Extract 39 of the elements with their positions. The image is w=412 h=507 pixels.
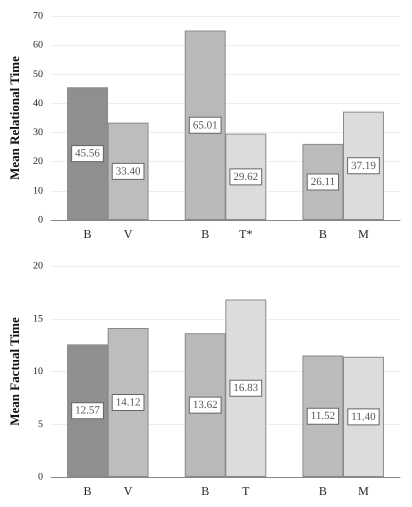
data-label: 16.83: [233, 382, 259, 394]
x-tick-label: M: [358, 484, 370, 498]
x-tick-label: B: [318, 227, 327, 241]
x-tick-label: B: [201, 227, 210, 241]
x-tick-label: B: [84, 484, 92, 498]
y-tick-label: 20: [33, 156, 43, 168]
data-label: 45.56: [75, 148, 100, 160]
data-label: 33.40: [116, 165, 141, 178]
x-tick-label: B: [201, 484, 210, 498]
x-tick-label: T*: [239, 227, 252, 241]
x-tick-label: T: [242, 484, 250, 498]
x-tick-label: V: [124, 227, 133, 241]
y-tick-label: 10: [33, 366, 43, 377]
y-tick-label: 50: [33, 68, 43, 80]
x-tick-label: B: [318, 484, 327, 498]
y-tick-label: 70: [33, 10, 43, 22]
data-label: 14.12: [116, 396, 140, 409]
data-label: 13.62: [192, 399, 218, 412]
data-label: 29.62: [233, 170, 258, 183]
x-tick-label: V: [124, 484, 133, 498]
y-tick-label: 0: [38, 214, 43, 226]
y-tick-label: 60: [33, 40, 43, 51]
y-tick-label: 5: [38, 418, 43, 430]
data-label: 65.01: [192, 119, 218, 132]
y-tick-label: 40: [33, 98, 43, 109]
data-label: 11.52: [310, 410, 336, 422]
x-tick-label: B: [84, 227, 92, 241]
y-tick-label: 15: [33, 313, 43, 324]
y-tick-label: 0: [38, 472, 43, 482]
data-label: 37.19: [351, 160, 376, 172]
data-label: 12.57: [75, 404, 100, 417]
y-axis-title: Mean Relational Time: [7, 56, 22, 180]
data-label: 26.11: [310, 176, 336, 188]
data-label: 11.40: [351, 410, 376, 423]
y-tick-label: 30: [33, 127, 43, 138]
x-tick-label: M: [358, 227, 370, 241]
y-axis-title: Mean Factual Time: [7, 316, 22, 426]
y-tick-label: 10: [33, 185, 43, 196]
y-tick-label: 20: [33, 260, 43, 272]
